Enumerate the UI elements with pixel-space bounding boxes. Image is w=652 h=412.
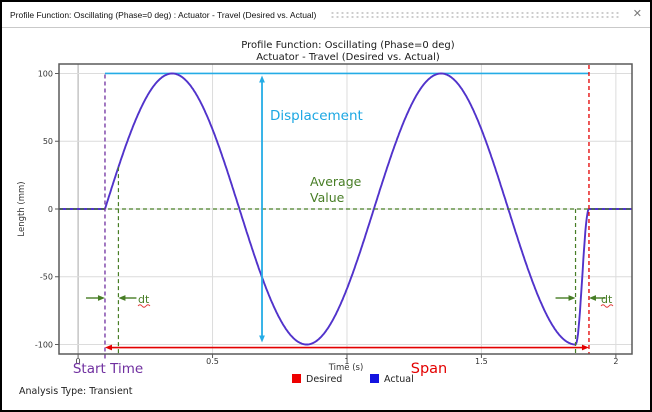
displacement-arrow-head — [259, 75, 265, 83]
legend-swatch-actual — [370, 374, 379, 383]
legend-swatch-desired — [292, 374, 301, 383]
y-axis-label: Length (mm) — [17, 181, 27, 236]
x-tick-label: 0.5 — [206, 357, 219, 366]
window-title: Profile Function: Oscillating (Phase=0 d… — [10, 9, 317, 20]
plot-border — [58, 63, 633, 355]
dt-right-label: dt — [601, 293, 613, 306]
x-tick-label: 2 — [613, 357, 618, 366]
dt-right-arrow-head — [568, 295, 576, 301]
y-tick-label: 100 — [38, 69, 53, 78]
dt-right-squiggle — [600, 304, 614, 308]
plot-area[interactable] — [59, 64, 632, 354]
desired-actual-curve — [58, 72, 633, 346]
legend-label-actual: Actual — [384, 374, 414, 385]
chart-canvas: 0 0.5 1 1.5 2 100 50 0 -50 -100 Profile Function:… — [17, 40, 633, 397]
y-tick-label: 0 — [48, 205, 53, 214]
average-value-label-line1: Average — [310, 174, 362, 189]
chart-subtitle: Actuator - Travel (Desired vs. Actual) — [256, 52, 440, 63]
dt-right-arrow-head — [588, 295, 596, 301]
titlebar-grip-dots[interactable] — [330, 11, 621, 18]
legend: Desired Actual — [292, 374, 414, 385]
span-label: Span — [411, 361, 447, 377]
dt-left-label: dt — [138, 293, 150, 306]
x-tick-label: 0 — [76, 357, 81, 366]
chart-title: Profile Function: Oscillating (Phase=0 d… — [241, 40, 454, 51]
close-icon[interactable]: ✕ — [632, 8, 642, 20]
displacement-arrow-head — [259, 335, 265, 343]
start-time-label: Start Time — [73, 361, 143, 377]
displacement-annotation-label: Displacement — [270, 108, 363, 124]
y-tick-label: 50 — [43, 137, 53, 146]
average-value-label-line2: Value — [310, 190, 345, 205]
window-titlebar: Profile Function: Oscillating (Phase=0 d… — [2, 2, 650, 28]
x-axis-label: Time (s) — [328, 363, 364, 373]
dt-left-arrow-head — [118, 295, 126, 301]
x-tick-label: 1 — [344, 357, 349, 366]
legend-label-desired: Desired — [306, 374, 342, 385]
span-arrow-head — [104, 344, 112, 351]
dt-left-squiggle — [137, 304, 151, 308]
analysis-type-text: Analysis Type: Transient — [19, 386, 133, 397]
y-tick-label: -100 — [35, 340, 53, 349]
x-tick-label: 1.5 — [475, 357, 488, 366]
span-arrow-head — [581, 344, 589, 351]
dt-left-arrow-head — [97, 295, 105, 301]
chart-geometry: 0 0.5 1 1.5 2 100 50 0 -50 -100 — [35, 63, 633, 366]
y-tick-label: -50 — [40, 273, 53, 282]
